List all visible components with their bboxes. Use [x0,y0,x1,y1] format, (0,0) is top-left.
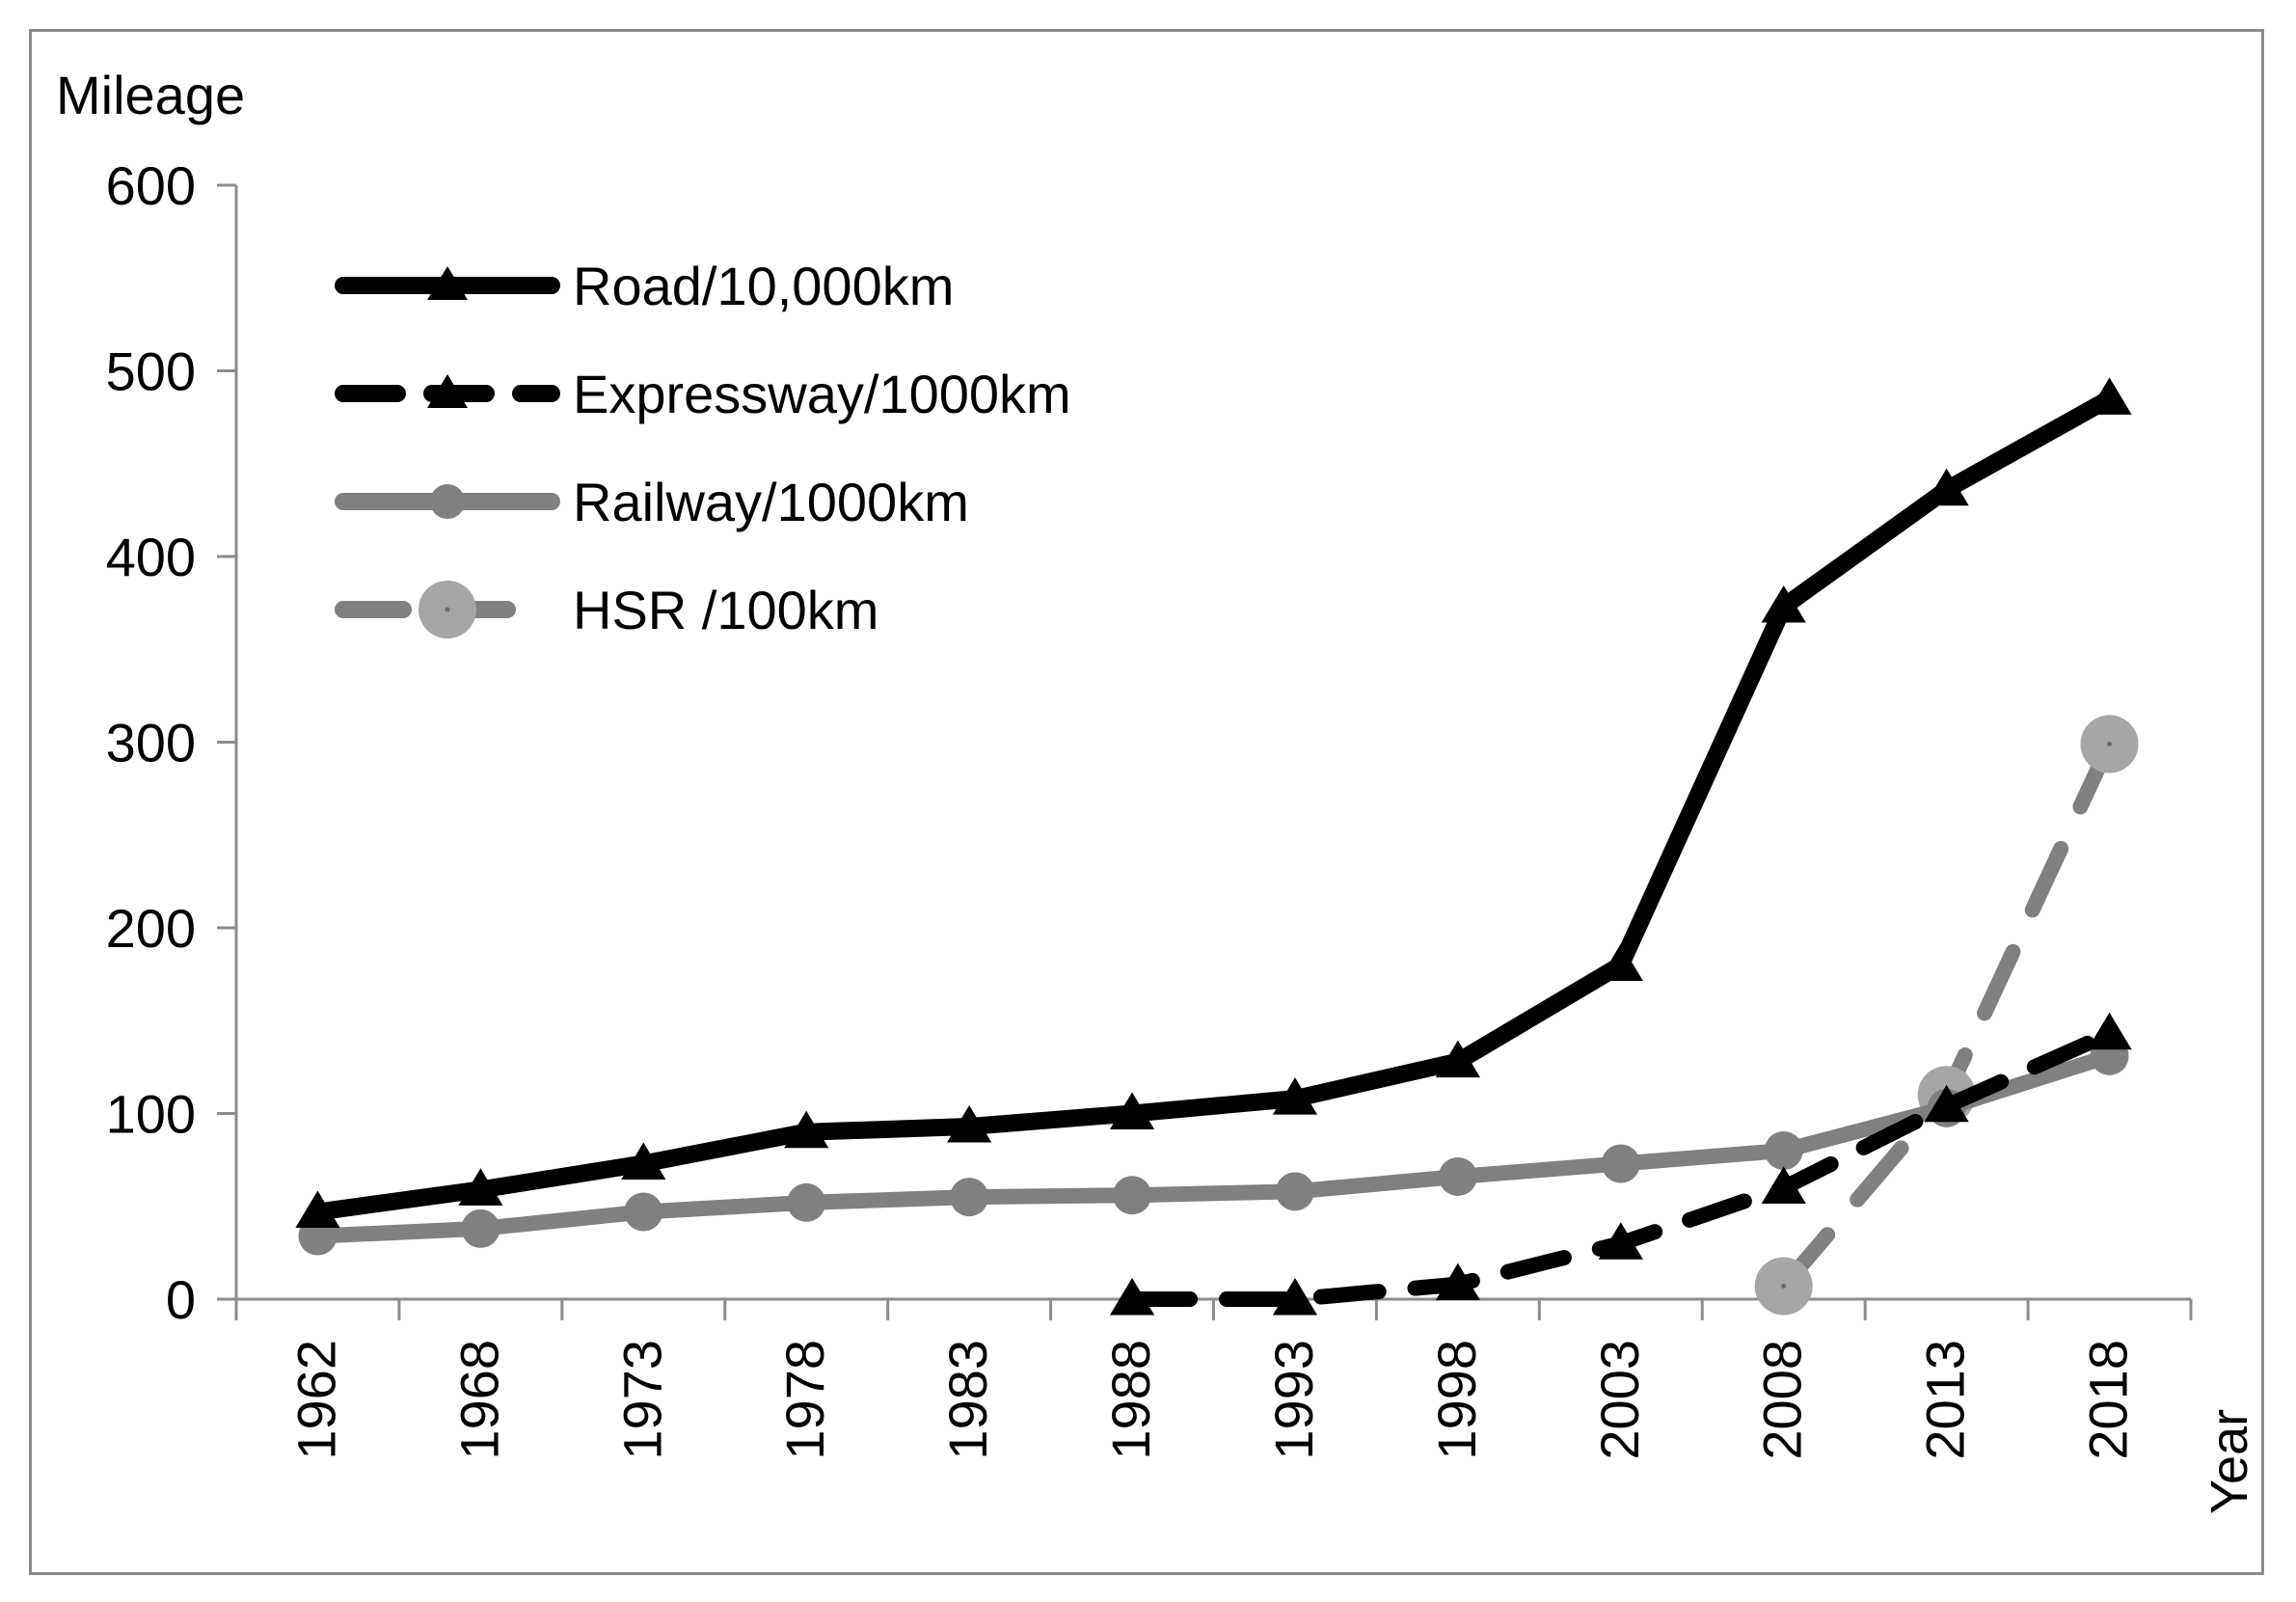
legend-marker [427,266,468,300]
y-tick-label: 600 [106,155,196,216]
legend-marker [430,484,465,519]
x-tick-label: 1968 [448,1340,509,1460]
data-point-marker [1435,1263,1480,1301]
data-point-marker [621,1142,666,1180]
data-point-marker [1598,1222,1643,1260]
y-tick-label: 200 [106,898,196,959]
data-point-marker [1272,1077,1318,1115]
data-point-marker [1113,1176,1152,1215]
data-point-center [1781,1284,1787,1290]
x-tick-label: 1962 [285,1340,346,1460]
legend-label: HSR /100km [573,580,878,640]
data-point-marker [1109,1278,1155,1316]
x-tick-label: 2018 [2078,1340,2139,1460]
legend-label: Railway/1000km [573,472,969,532]
data-point-marker [461,1208,500,1248]
x-tick-label: 1983 [937,1340,998,1460]
data-point-marker [1761,584,1806,623]
data-point-marker [458,1168,503,1206]
series-road-10-000km [295,377,2132,1229]
data-point-marker [1924,468,1969,506]
data-point-marker [2087,1012,2132,1050]
data-point-marker [1764,1131,1803,1170]
series-railway-1000km [298,1036,2129,1256]
y-axis-title: Mileage [56,65,245,125]
data-point-marker [624,1192,663,1232]
series-hsr-100km [1754,715,2139,1316]
data-point-marker [295,1190,340,1229]
data-point-marker [1109,1092,1155,1129]
legend-entry: Railway/1000km [335,472,969,532]
data-point-marker [950,1178,989,1217]
data-point-marker [1272,1278,1318,1316]
data-point-marker [1275,1172,1314,1211]
data-point-marker [1438,1156,1477,1196]
y-tick-label: 0 [166,1269,196,1330]
y-tick-label: 300 [106,713,196,774]
data-point-marker [787,1182,826,1222]
x-tick-label: 1988 [1100,1340,1161,1460]
legend-entry: Expressway/1000km [335,364,1071,424]
legend: Road/10,000km Expressway/1000km Railway/10… [335,256,1071,640]
data-point-marker [947,1104,992,1143]
data-point-marker [1598,943,1643,981]
data-point-marker [2087,377,2132,415]
x-axis-title: Year [2201,1409,2258,1514]
data-point-center [2107,741,2113,747]
legend-label: Road/10,000km [573,256,954,316]
legend-marker-center [445,607,450,612]
data-point-marker [1924,1084,1969,1123]
legend-entry: Road/10,000km [335,256,954,316]
x-tick-label: 2008 [1752,1340,1813,1460]
data-point-marker [1761,1166,1806,1204]
series-line [310,1047,2118,1244]
legend-marker [427,374,468,408]
data-point-marker [1435,1040,1480,1078]
x-tick-label: 2003 [1589,1340,1650,1460]
y-tick-label: 500 [106,341,196,402]
legend-entry: HSR /100km [335,580,878,640]
x-tick-label: 2013 [1915,1340,1976,1460]
series-line [1775,736,2118,1294]
axes: 0 100 200 300 400 500 600 1962 1968 1973 1978 1983 1… [106,155,2193,1460]
x-tick-label: 1998 [1426,1340,1487,1460]
data-point-marker [1601,1144,1640,1183]
series-expressway-1000km [1109,1012,2132,1316]
legend-label: Expressway/1000km [573,364,1071,424]
x-tick-label: 1978 [774,1340,835,1460]
series-layer [295,377,2139,1316]
series-line [309,390,2119,1221]
y-tick-label: 100 [106,1084,196,1145]
y-tick-label: 400 [106,527,196,587]
x-tick-label: 1973 [611,1340,672,1460]
data-point-marker [784,1110,829,1149]
x-tick-label: 1993 [1263,1340,1324,1460]
